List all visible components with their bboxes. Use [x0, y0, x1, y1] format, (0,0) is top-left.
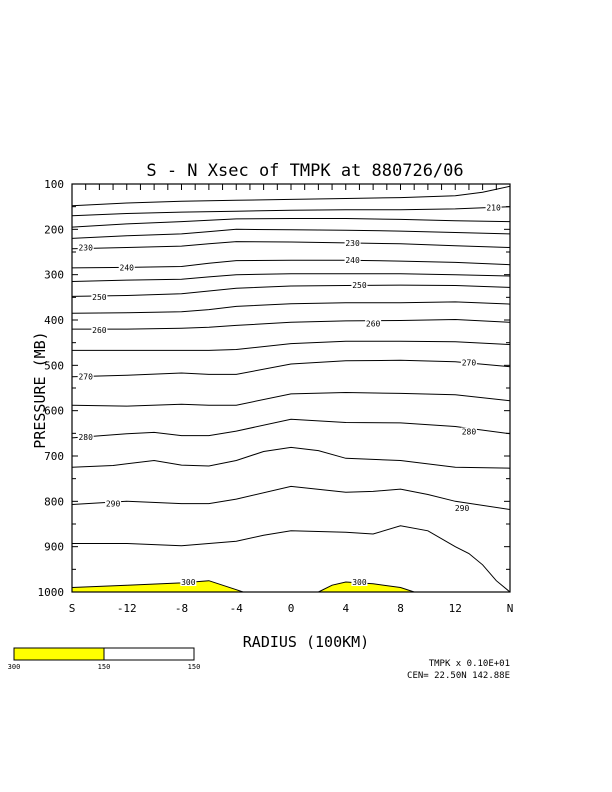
- contour-label-bg: [105, 499, 122, 508]
- contour-label-bg: [454, 504, 471, 513]
- shaded-region: [318, 582, 415, 592]
- x-axis-label: RADIUS (100KM): [243, 633, 369, 651]
- contour-line: [71, 485, 511, 510]
- y-tick-label: 200: [44, 223, 64, 236]
- y-tick-label: 300: [44, 269, 64, 282]
- contour-line: [71, 241, 511, 250]
- colorbar-box: [103, 647, 195, 661]
- y-tick-label: 800: [44, 495, 64, 508]
- contour-label: 230: [78, 243, 93, 252]
- contour-label: 260: [366, 320, 381, 329]
- contour-line: [71, 284, 511, 297]
- x-tick-label: 8: [397, 602, 404, 615]
- y-tick-label: 400: [44, 314, 64, 327]
- contour-label-bg: [118, 263, 135, 272]
- contour-label-bg: [77, 372, 94, 381]
- scale-footer: TMPK x 0.10E+01: [429, 659, 510, 669]
- x-tick-label: -12: [117, 602, 137, 615]
- colorbar-box: [13, 647, 105, 661]
- contour-line: [71, 259, 511, 269]
- contour-line: [71, 391, 511, 407]
- y-tick-label: 700: [44, 450, 64, 463]
- contour-line: [71, 273, 511, 282]
- x-tick-label: 4: [342, 602, 349, 615]
- contour-label-bg: [77, 432, 94, 441]
- x-tick-label: S: [69, 602, 76, 615]
- plot-area: 210 230 230 240 240 250 250 260 260 270 270 280 280 2…: [38, 178, 514, 615]
- contour-label-bg: [344, 238, 361, 247]
- contour-label: 270: [78, 373, 93, 382]
- contour-label-bg: [91, 325, 108, 334]
- contour-line: [71, 301, 511, 314]
- contour-label: 230: [345, 239, 360, 248]
- contour-line: [71, 218, 511, 228]
- x-tick-label: N: [507, 602, 514, 615]
- y-tick-label: 500: [44, 359, 64, 372]
- contour-line: [72, 318, 511, 330]
- contour-label: 250: [92, 293, 107, 302]
- colorbar-label: 300: [8, 663, 21, 671]
- contour-label: 280: [462, 428, 477, 437]
- contour-line: [72, 525, 511, 593]
- contour-label-bg: [485, 203, 502, 212]
- x-tick-label: -8: [175, 602, 188, 615]
- contour-label: 260: [92, 326, 107, 335]
- contour-line: [71, 228, 511, 239]
- contour-line: [71, 206, 511, 217]
- contour-label: 300: [352, 578, 367, 587]
- x-tick-label: 12: [449, 602, 462, 615]
- contour-label: 240: [345, 256, 360, 265]
- y-tick-label: 100: [44, 178, 64, 191]
- contour-label: 210: [486, 204, 501, 213]
- colorbar-label: 150: [98, 663, 111, 671]
- contour-line: [71, 359, 511, 378]
- contour-label-bg: [460, 358, 477, 367]
- contour-label-bg: [91, 292, 108, 301]
- contour-label-bg: [77, 243, 94, 252]
- center-footer: CEN= 22.50N 142.88E: [407, 671, 510, 681]
- y-tick-label: 1000: [38, 586, 65, 599]
- contour-line: [72, 340, 511, 351]
- contour-label-bg: [351, 281, 368, 290]
- contour-label: 250: [352, 281, 367, 290]
- contour-label: 280: [78, 433, 93, 442]
- x-tick-label: -4: [230, 602, 244, 615]
- contour-label: 290: [455, 504, 470, 513]
- y-tick-label: 900: [44, 541, 64, 554]
- contour-label-bg: [365, 319, 382, 328]
- contour-label-bg: [460, 427, 477, 436]
- contour-label: 240: [120, 263, 135, 272]
- contour-label: 290: [106, 500, 121, 509]
- y-axis-label: PRESSURE (MB): [31, 331, 49, 448]
- x-tick-label: 0: [288, 602, 295, 615]
- contour-label: 270: [462, 359, 477, 368]
- contour-label-bg: [344, 256, 361, 265]
- contour-line: [71, 418, 511, 439]
- contour-label-bg: [351, 578, 368, 587]
- contour-label-bg: [180, 578, 197, 587]
- colorbar: 300 150 150: [8, 647, 201, 671]
- shaded-region: [72, 580, 244, 592]
- contour-line: [71, 185, 511, 207]
- chart-title: S - N Xsec of TMPK at 880726/06: [146, 161, 463, 181]
- contour-label: 300: [181, 578, 196, 587]
- colorbar-label: 150: [188, 663, 201, 671]
- contour-line: [71, 446, 511, 469]
- y-tick-label: 600: [44, 405, 64, 418]
